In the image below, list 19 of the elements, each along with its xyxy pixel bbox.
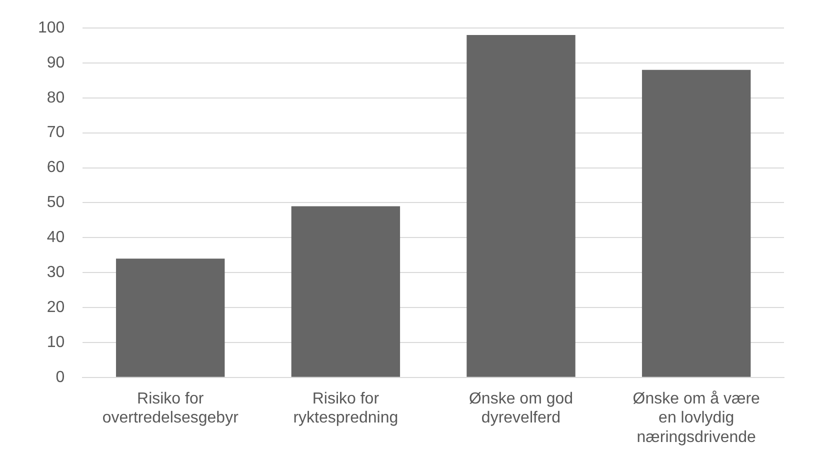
x-tick-label: Ønske om god dyrevelferd (468, 390, 574, 427)
y-tick-label: 90 (46, 54, 65, 72)
bar (466, 34, 576, 377)
x-tick-label: Ønske om å være en lovlydig næringsdrivende (632, 390, 760, 446)
bar (291, 206, 400, 377)
bar (116, 258, 225, 377)
y-tick-label: 100 (38, 19, 65, 36)
y-tick-label: 30 (46, 264, 65, 281)
bar (642, 70, 751, 377)
y-tick-label: 20 (46, 298, 65, 316)
y-tick-label: 60 (46, 159, 65, 176)
y-tick-label: 0 (56, 368, 65, 386)
x-tick-label: Risiko for ryktespredning (293, 390, 398, 427)
x-tick-label: Risiko for overtredelsesgebyr (102, 390, 240, 427)
y-tick-label: 40 (46, 229, 65, 246)
y-tick-label: 50 (46, 194, 65, 212)
y-tick-label: 80 (46, 89, 65, 106)
y-tick-label: 70 (46, 124, 65, 142)
y-tick-label: 10 (46, 334, 65, 351)
